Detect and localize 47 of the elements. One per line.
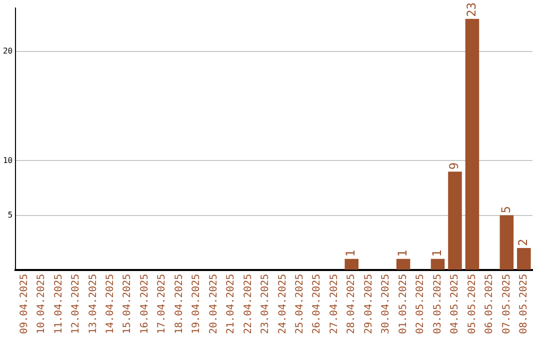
x-tick-label: 12.04.2025 (70, 274, 82, 334)
x-tick-label: 18.04.2025 (174, 274, 185, 334)
data-label: 1 (344, 250, 358, 257)
data-label: 23 (464, 2, 478, 17)
x-tick-label: 25.04.2025 (294, 274, 306, 334)
bar (448, 172, 462, 270)
x-tick-label: 29.04.2025 (363, 274, 374, 334)
x-tick-label: 19.04.2025 (191, 274, 202, 334)
x-tick-label: 30.04.2025 (380, 274, 392, 334)
x-tick-label: 01.05.2025 (398, 274, 409, 334)
x-tick-label: 14.04.2025 (104, 274, 116, 334)
x-tick-label: 07.05.2025 (501, 274, 512, 334)
x-tick-label: 09.04.2025 (18, 274, 30, 334)
x-tick-label: 05.05.2025 (466, 274, 478, 334)
x-tick-label: 23.04.2025 (260, 274, 272, 334)
y-tick-label: 20 (2, 46, 13, 56)
data-label: 1 (430, 250, 444, 257)
data-label: 9 (447, 162, 462, 170)
bar (344, 258, 358, 270)
x-tick-label: 13.04.2025 (88, 274, 99, 334)
bar (517, 248, 531, 270)
x-tick-label: 11.04.2025 (53, 274, 64, 334)
x-tick-label: 02.05.2025 (415, 274, 426, 334)
bar (430, 258, 445, 270)
x-tick-label: 04.05.2025 (450, 274, 461, 334)
x-tick-label: 22.04.2025 (242, 274, 254, 334)
data-label: 1 (395, 250, 410, 257)
x-tick-label: 20.04.2025 (208, 274, 220, 334)
data-label: 5 (498, 206, 513, 214)
x-tick-label: 06.05.2025 (484, 274, 496, 334)
x-tick-label: 28.04.2025 (346, 274, 358, 334)
x-tick-label: 16.04.2025 (139, 274, 150, 334)
bar (500, 215, 514, 270)
bar (465, 18, 480, 270)
x-tick-label: 08.05.2025 (518, 274, 530, 334)
y-tick-label: 10 (2, 156, 13, 165)
x-tick-label: 15.04.2025 (122, 274, 134, 334)
x-tick-label: 24.04.2025 (277, 274, 288, 334)
x-tick-label: 03.05.2025 (432, 274, 444, 334)
x-tick-label: 10.04.2025 (36, 274, 48, 334)
x-tick-label: 27.04.2025 (328, 274, 340, 334)
x-tick-label: 21.04.2025 (226, 274, 237, 334)
x-tick-label: 26.04.2025 (312, 274, 323, 334)
data-label: 2 (516, 238, 530, 246)
x-tick-label: 17.04.2025 (156, 274, 168, 334)
bar (396, 258, 410, 270)
y-tick-label: 5 (8, 210, 13, 220)
